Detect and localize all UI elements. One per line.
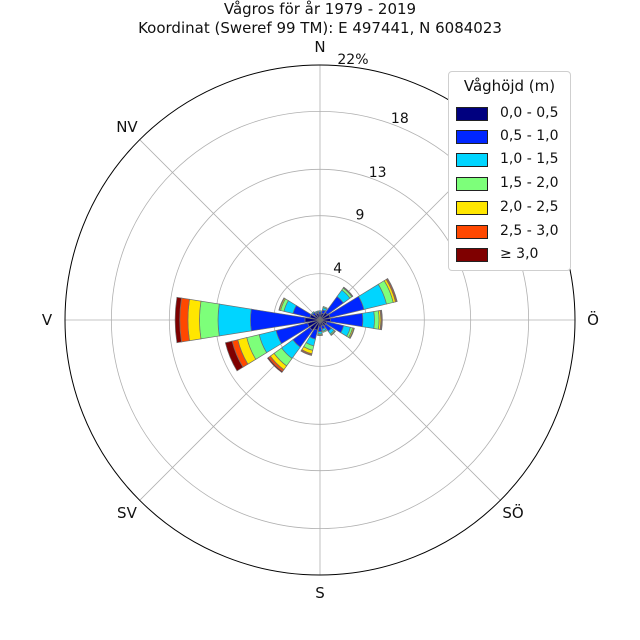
bar-segment <box>318 310 322 313</box>
bar-segment <box>278 297 285 311</box>
bar-segment <box>343 286 354 297</box>
radial-tick-label: 13 <box>369 165 387 181</box>
chart-title: Vågros för år 1979 - 2019 <box>223 0 417 18</box>
legend-label: 2,5 - 3,0 <box>500 223 559 239</box>
legend-swatch <box>456 177 488 191</box>
legend-label: 2,0 - 2,5 <box>500 199 559 215</box>
radial-max-label: 22% <box>337 52 368 68</box>
compass-label: S <box>315 584 325 602</box>
legend-swatch <box>456 248 488 262</box>
compass-label: NV <box>116 118 138 136</box>
bar-segment <box>330 330 336 336</box>
bar-segment <box>361 311 375 329</box>
bar-segment <box>311 311 316 316</box>
bar-segment <box>314 310 319 314</box>
compass-label: SÖ <box>502 503 523 522</box>
grid-circle <box>168 168 472 472</box>
bar-segment <box>217 303 252 337</box>
bar-segment <box>349 327 355 339</box>
bar-segment <box>386 278 398 303</box>
radial-tick-label: 4 <box>333 261 342 277</box>
bar-segment <box>322 329 328 333</box>
bar-segment <box>300 350 313 356</box>
bar-segment <box>373 310 380 330</box>
bar-segment <box>322 306 328 310</box>
bar-segment <box>317 334 323 336</box>
compass-label: N <box>314 38 325 56</box>
legend-swatch <box>456 153 488 167</box>
legend-label: 0,0 - 0,5 <box>500 105 559 121</box>
grid-spoke <box>139 139 321 321</box>
bar-segment <box>187 298 202 342</box>
legend-title: Våghöjd (m) <box>463 77 556 95</box>
legend-label: 0,5 - 1,0 <box>500 128 559 144</box>
legend-label: ≥ 3,0 <box>500 246 539 262</box>
bar-segment <box>224 340 244 372</box>
compass-label: SV <box>117 504 138 522</box>
legend-label: 1,0 - 1,5 <box>500 151 559 167</box>
radial-tick-label: 9 <box>355 208 364 224</box>
legend-label: 1,5 - 2,0 <box>500 175 559 191</box>
legend-swatch <box>456 107 488 121</box>
legend-swatch <box>456 201 488 215</box>
bar-segment <box>292 304 312 318</box>
grid-circle <box>110 110 530 530</box>
compass-label: V <box>42 311 53 329</box>
bar-segment <box>179 297 190 343</box>
radial-tick-label: 18 <box>391 111 409 127</box>
bar-segment <box>174 296 182 344</box>
bar-segment <box>380 309 383 331</box>
legend: Våghöjd (m) 0,0 - 0,5 0,5 - 1,0 1,0 - 1,… <box>448 71 571 271</box>
compass-label: Ö <box>587 310 599 329</box>
outer-ring <box>64 64 576 576</box>
bar-segment <box>266 356 284 374</box>
grid-spoke <box>319 319 501 501</box>
legend-swatch <box>456 130 488 144</box>
chart-subtitle: Koordinat (Sweref 99 TM): E 497441, N 60… <box>138 19 502 37</box>
legend-swatch <box>456 225 488 239</box>
bar-segment <box>199 300 220 340</box>
bar-segment <box>317 326 323 332</box>
rose-bars <box>174 278 398 374</box>
